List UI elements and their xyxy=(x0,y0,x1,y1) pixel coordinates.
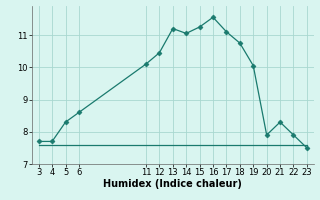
X-axis label: Humidex (Indice chaleur): Humidex (Indice chaleur) xyxy=(103,179,242,189)
